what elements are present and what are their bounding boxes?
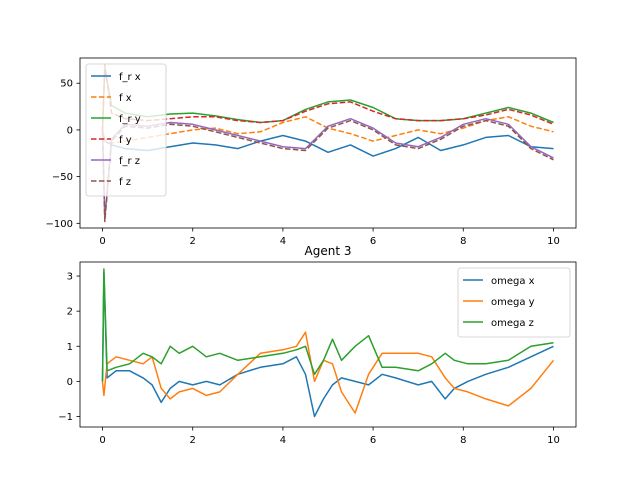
- legend-label: f z: [119, 177, 131, 188]
- x-tick-label: 2: [190, 236, 196, 247]
- series-line-f-x: [101, 116, 554, 144]
- x-tick-label: 4: [280, 435, 286, 446]
- x-tick-label: 8: [460, 435, 466, 446]
- y-tick-label: 0: [67, 377, 73, 388]
- y-tick-label: 3: [67, 272, 73, 283]
- legend-box: [85, 63, 167, 197]
- y-tick-label: −100: [46, 219, 73, 230]
- legend-2: omega x omega y omega z: [457, 267, 571, 338]
- legend-label: f_r x: [119, 72, 141, 83]
- axes-frame-1: [79, 57, 577, 229]
- legend-1: f_r x f x f_r y f y f_r z f z: [85, 63, 167, 197]
- series-line-omega-y: [101, 331, 555, 414]
- legend-label: omega x: [491, 276, 535, 287]
- x-tick-label: 10: [547, 236, 560, 247]
- axes-frame-2: [79, 261, 577, 428]
- y-tick-label: −1: [58, 412, 73, 423]
- x-tick-label: 6: [370, 236, 376, 247]
- x-tick-label: 10: [547, 435, 560, 446]
- legend-label: f_r z: [119, 156, 140, 167]
- x-tick-label: 8: [460, 236, 466, 247]
- x-tick-label: 4: [280, 236, 286, 247]
- legend-box: [457, 267, 571, 338]
- x-tick-label: 0: [99, 435, 105, 446]
- chart-title: Agent 3: [305, 244, 352, 258]
- series-group-2: [101, 268, 555, 418]
- legend-label: f x: [119, 93, 132, 104]
- legend-label: f_r y: [119, 114, 141, 125]
- y-tick-label: 50: [60, 79, 73, 90]
- chart-panel-1: 0 2 4 6 8 10 −100 −50 0 50 f_r x f x f_r y f y f_r z f …: [46, 57, 577, 247]
- y-tick-label: 2: [67, 307, 73, 318]
- series-line-omega-z: [101, 268, 554, 382]
- x-tick-label: 2: [190, 435, 196, 446]
- legend-label: f y: [119, 135, 132, 146]
- y-tick-label: 1: [67, 342, 73, 353]
- y-tick-label: −50: [52, 172, 73, 183]
- x-tick-label: 6: [370, 435, 376, 446]
- x-tick-label: 0: [99, 236, 105, 247]
- legend-label: omega z: [491, 318, 534, 329]
- y-tick-label: 0: [67, 125, 73, 136]
- series-line-omega-x: [101, 271, 554, 418]
- legend-label: omega y: [491, 297, 535, 308]
